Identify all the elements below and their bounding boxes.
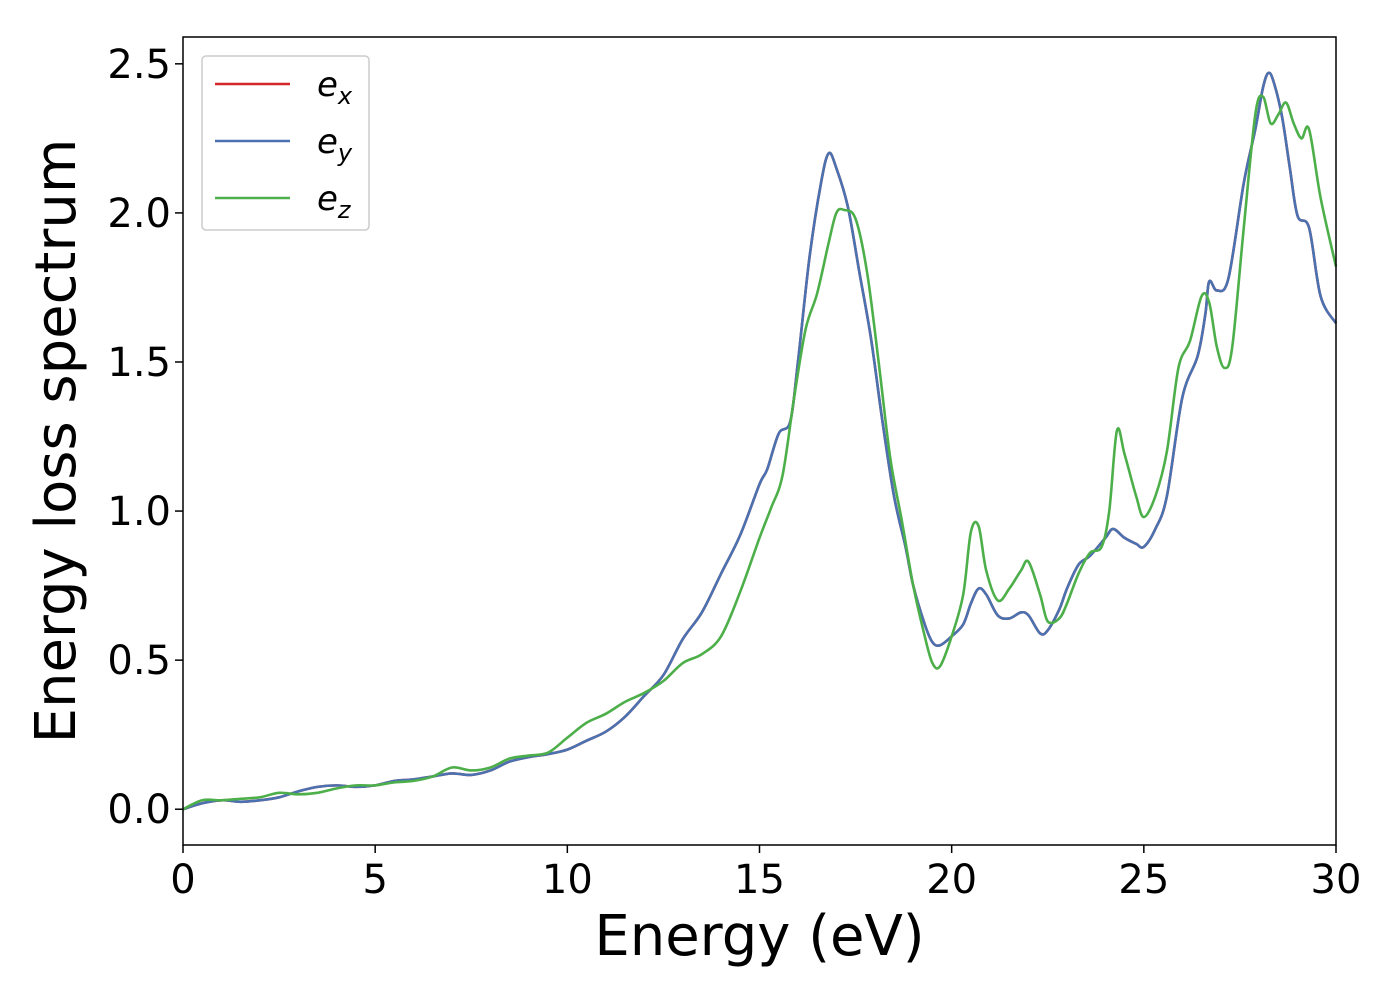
x-axis-label: Energy (eV)	[594, 904, 924, 969]
x-tick-label: 25	[1118, 857, 1169, 903]
x-tick-label: 0	[170, 857, 195, 903]
legend-label-x: ex	[317, 65, 353, 110]
y-tick-label: 1.5	[107, 340, 171, 386]
y-tick-label: 1.0	[107, 489, 171, 535]
y-tick-label: 2.0	[107, 191, 171, 237]
legend: ex ey ez	[201, 55, 370, 231]
series-layer	[182, 71, 1338, 811]
x-tick-label: 20	[926, 857, 977, 903]
legend-frame	[201, 55, 370, 231]
y-tick-label: 0.0	[107, 787, 171, 833]
x-tick-label: 10	[542, 857, 593, 903]
x-tick-label: 15	[734, 857, 785, 903]
series-line-ey	[182, 71, 1338, 811]
x-tick-label: 30	[1311, 857, 1362, 903]
ticks-layer: 0 5 10 15 20 25 30 0.0 0.5 1.0 1.5 2.0 2.5	[107, 42, 1361, 903]
series-line-ez	[182, 94, 1338, 811]
x-tick-label: 5	[362, 857, 387, 903]
y-tick-label: 0.5	[107, 638, 171, 684]
y-axis-label: Energy loss spectrum	[24, 139, 89, 744]
legend-label-y: ey	[317, 122, 353, 167]
y-tick-label: 2.5	[107, 42, 171, 88]
legend-label-z: ez	[317, 179, 352, 224]
